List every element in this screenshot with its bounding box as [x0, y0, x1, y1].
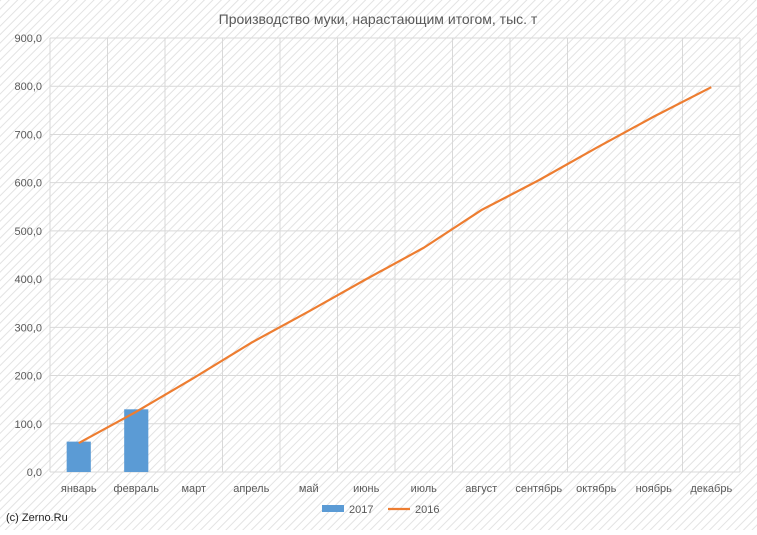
bar-2017 — [67, 442, 91, 472]
y-tick-label: 100,0 — [14, 419, 42, 431]
y-tick-label: 800,0 — [14, 81, 42, 93]
x-tick-label: сентябрь — [515, 483, 562, 495]
y-tick-label: 500,0 — [14, 226, 42, 238]
y-tick-label: 300,0 — [14, 322, 42, 334]
x-tick-label: февраль — [114, 483, 160, 495]
legend-swatch-bar — [322, 505, 344, 512]
x-tick-label: апрель — [233, 483, 269, 495]
bar-2017 — [124, 409, 148, 472]
x-tick-label: июнь — [353, 483, 379, 495]
y-tick-label: 0,0 — [27, 467, 42, 479]
y-tick-label: 600,0 — [14, 178, 42, 190]
x-tick-label: март — [181, 483, 206, 495]
x-tick-label: январь — [61, 483, 97, 495]
y-tick-label: 400,0 — [14, 274, 42, 286]
y-tick-label: 700,0 — [14, 129, 42, 141]
legend-label: 2016 — [415, 504, 439, 516]
y-tick-label: 900,0 — [14, 33, 42, 45]
x-tick-label: август — [465, 483, 497, 495]
copyright-text: (c) Zerno.Ru — [6, 512, 68, 524]
x-tick-label: декабрь — [690, 483, 732, 495]
x-tick-label: октябрь — [576, 483, 616, 495]
y-tick-label: 200,0 — [14, 371, 42, 383]
x-tick-label: май — [299, 483, 319, 495]
x-tick-label: ноябрь — [636, 483, 673, 495]
chart-title: Производство муки, нарастающим итогом, т… — [219, 11, 538, 27]
legend-label: 2017 — [349, 504, 373, 516]
x-tick-label: июль — [411, 483, 438, 495]
